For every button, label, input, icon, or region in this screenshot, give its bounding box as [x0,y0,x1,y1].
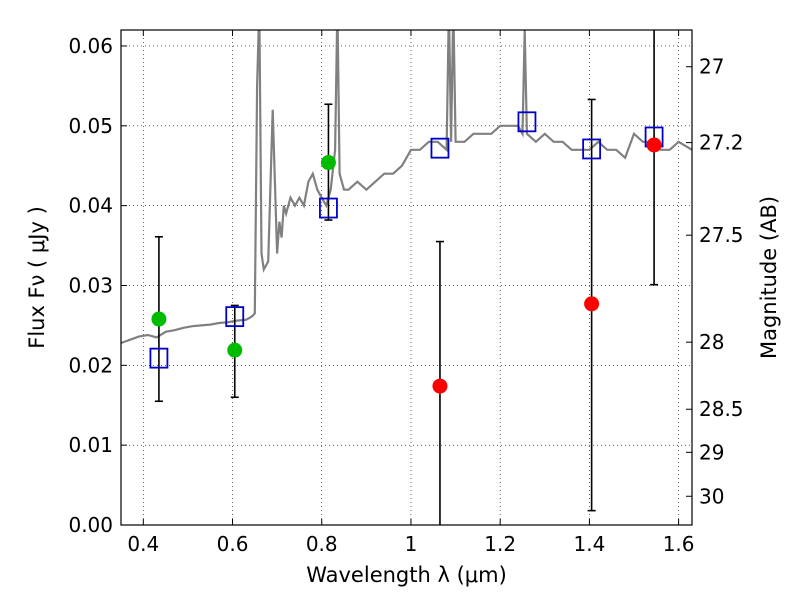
model-photometry-square [319,197,338,219]
model-photometry-square [430,137,450,159]
mag-tick-label: 27 [699,55,724,79]
x-tick-label: 0.8 [306,532,338,556]
y-tick-label: 0.05 [68,114,113,138]
grid [121,30,692,526]
x-tick-label: 0.4 [127,532,159,556]
y-tick-label: 0.04 [68,194,113,218]
mag-tick-label: 27.5 [699,223,744,247]
x-tick-label: 0.6 [217,532,249,556]
errorbar-layer [154,30,659,525]
y-axis-label: Flux Fν ( μJy ) [25,206,49,349]
non-detection-point [646,137,662,153]
detection-point [227,342,243,358]
detection-point [320,155,336,171]
model-photometry-square [149,347,169,369]
plot-frame [120,29,693,526]
spectrum-line [121,30,692,345]
mag-tick-label: 27.2 [699,131,744,155]
y-tick-label: 0.01 [68,433,113,457]
y-tick-label: 0.03 [68,273,113,297]
mag-tick-label: 28.5 [699,397,744,421]
x-tick-label: 1.2 [484,532,516,556]
non-detection-point [432,378,448,394]
detection-point [151,311,167,327]
model-photometry-square [517,111,537,133]
model-photometry-square [582,138,602,160]
mag-tick-label: 28 [699,330,724,354]
x-tick-label: 1.6 [663,532,695,556]
y-tick-label: 0.02 [68,353,113,377]
mag-tick-label: 29 [699,440,724,464]
y-tick-label: 0.06 [68,34,113,58]
x-tick-label: 1.4 [573,532,605,556]
y2-axis-label: Magnitude (AB) [757,196,781,359]
x-tick-label: 1 [405,532,418,556]
marker-layer [149,111,664,394]
mag-tick-label: 30 [699,484,724,508]
spectrum-layer [121,30,692,345]
ticks: 0.4 0.6 0.8 1 1.2 1.4 1.6 0.00 0.01 0.02 0.03 0.04 0… [68,30,744,556]
y-tick-label: 0.00 [68,513,113,537]
non-detection-point [584,296,600,312]
x-axis-label: Wavelength λ (μm) [306,563,507,587]
axis-labels: Wavelength λ (μm) Flux Fν ( μJy ) Magnit… [25,196,781,587]
model-photometry-square [225,306,245,328]
